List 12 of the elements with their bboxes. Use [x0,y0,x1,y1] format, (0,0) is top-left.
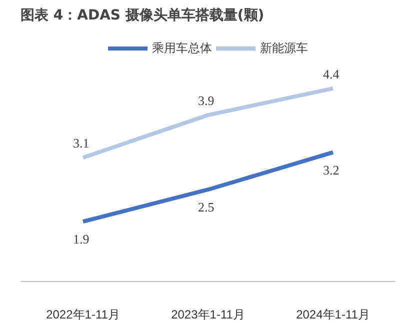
data-label: 2.5 [198,200,214,215]
legend-label: 乘用车总体 [152,40,212,56]
data-label: 3.9 [198,93,214,108]
data-label: 3.1 [73,136,90,151]
data-label: 1.9 [73,232,90,247]
x-tick-label: 2024年1-11月 [296,308,370,322]
x-tick-label: 2022年1-11月 [46,308,120,322]
data-label: 4.4 [323,66,340,82]
chart-title: 图表 4：ADAS 摄像头单车搭载量(颗) [20,6,264,24]
legend-label: 新能源车 [260,40,308,56]
data-label: 3.2 [323,162,340,178]
x-tick-label: 2023年1-11月 [171,308,245,322]
